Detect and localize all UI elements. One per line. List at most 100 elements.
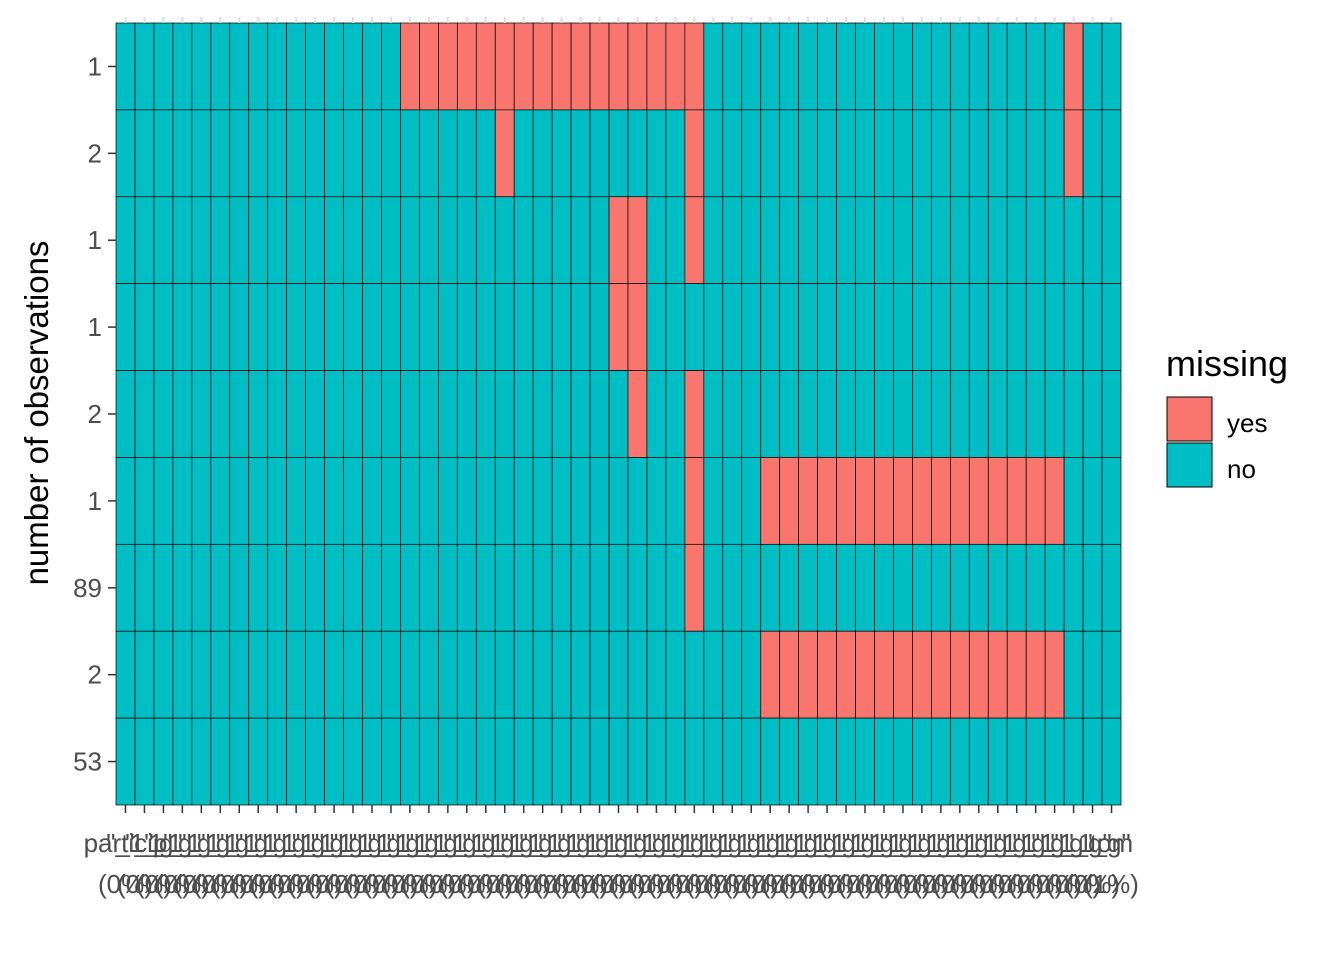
cell-missing (968, 457, 989, 545)
cell-present (248, 717, 269, 806)
cell-present (456, 457, 477, 545)
cell-present (362, 717, 382, 806)
cell-present (684, 630, 705, 719)
cell-missing (874, 457, 894, 545)
cell-present (362, 370, 382, 458)
cell-present (210, 196, 231, 285)
cell-present (456, 717, 477, 806)
cell-present (324, 196, 344, 285)
cell-present (172, 370, 193, 458)
cell-missing (912, 630, 932, 719)
x-tick-label-line2: (1%) (1084, 869, 1139, 899)
cell-present (874, 370, 894, 458)
cell-present (703, 109, 724, 198)
cell-present (1025, 283, 1046, 371)
x-tick-label-line2: (0%) (401, 869, 456, 899)
x-tick-label-line2: (0%) (439, 869, 494, 899)
x-tick-label-line2: (0%) (724, 869, 779, 899)
cell-present (115, 457, 136, 545)
cell-present (475, 717, 496, 806)
cell-present (153, 543, 174, 632)
cell-present (172, 543, 193, 632)
x-tick-label: "_1_g" (789, 828, 865, 858)
cell-present (115, 717, 136, 806)
cell-present (570, 370, 591, 458)
cell-present (968, 22, 989, 111)
cell-present (703, 22, 724, 111)
cell-present (741, 283, 762, 371)
cell-present (305, 283, 325, 371)
x-tick-label-line2: (0%) (610, 869, 665, 899)
cell-present (589, 717, 610, 806)
cell-present (494, 196, 515, 285)
cell-present (570, 630, 591, 719)
x-tick-label: "_1_g" (429, 828, 505, 858)
x-tick-label-line2: (0%) (989, 869, 1044, 899)
cell-present (419, 370, 439, 458)
cell-present (229, 196, 250, 285)
cell-present (817, 370, 837, 458)
cell-present (741, 196, 762, 285)
cell-present (286, 543, 306, 632)
cell-present (229, 22, 250, 111)
cell-missing (627, 22, 648, 111)
cell-present (760, 543, 781, 632)
cell-present (1044, 196, 1065, 285)
cell-present (665, 283, 686, 371)
cell-present (608, 370, 629, 458)
cell-present (172, 717, 193, 806)
cell-present (532, 283, 553, 371)
cell-present (1025, 22, 1046, 111)
cell-present (343, 630, 363, 719)
y-axis-label: number of observations (18, 241, 55, 586)
cell-missing (836, 630, 856, 719)
cell-present (646, 109, 667, 198)
cell-present (589, 630, 610, 719)
x-tick-label: "_1_g" (542, 828, 618, 858)
cell-present (722, 109, 743, 198)
cell-present (229, 630, 250, 719)
cell-missing (1044, 630, 1065, 719)
cell-present (381, 543, 401, 632)
x-tick-label: "_1_g" (808, 828, 884, 858)
cell-present (153, 630, 174, 719)
x-tick-label: "_1_g" (618, 828, 694, 858)
x-tick-label: "_1_g" (391, 828, 467, 858)
cell-present (210, 370, 231, 458)
cell-present (665, 457, 686, 545)
cell-present (968, 109, 989, 198)
cell-present (267, 370, 288, 458)
x-tick-label-line2: (0%) (762, 869, 817, 899)
cell-missing (987, 457, 1008, 545)
cell-present (779, 283, 799, 371)
cell-present (248, 630, 269, 719)
cell-present (1006, 283, 1027, 371)
cell-present (949, 370, 970, 458)
cell-present (419, 109, 439, 198)
cell-present (551, 109, 572, 198)
cell-present (456, 109, 477, 198)
cell-present (931, 543, 951, 632)
cell-present (1025, 543, 1046, 632)
cell-present (627, 543, 648, 632)
cell-present (438, 196, 458, 285)
cell-present (912, 717, 932, 806)
x-tick-label-line2: (0%) (458, 869, 513, 899)
x-tick-label: "_1_g" (182, 828, 258, 858)
y-tick-label: 1 (88, 486, 102, 516)
legend-swatch-no (1166, 442, 1213, 488)
cell-present (267, 22, 288, 111)
cell-missing (817, 457, 837, 545)
cell-present (779, 370, 799, 458)
cell-present (665, 370, 686, 458)
cell-missing (551, 22, 572, 111)
cell-present (475, 543, 496, 632)
cell-present (532, 543, 553, 632)
cell-present (608, 630, 629, 719)
cell-present (987, 717, 1008, 806)
cell-present (134, 22, 155, 111)
cell-present (532, 196, 553, 285)
cell-present (172, 109, 193, 198)
cell-present (475, 630, 496, 719)
x-tick-label: "_1_g" (201, 828, 277, 858)
